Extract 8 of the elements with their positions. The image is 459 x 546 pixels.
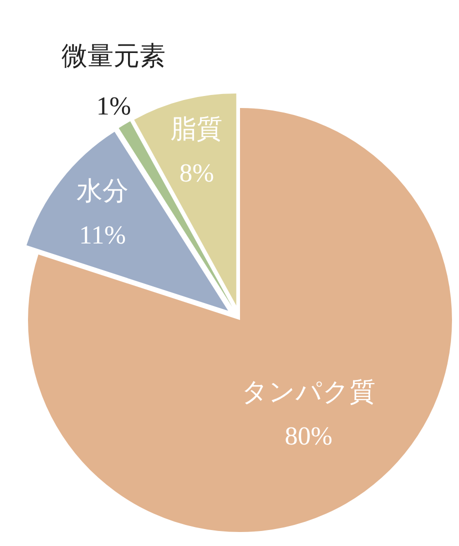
slice-label: タンパク質 [242,377,376,406]
data-label: 8% [179,158,214,188]
data-label: 80% [284,421,332,450]
data-label: 11% [79,220,126,250]
data-label: 1% [96,91,131,120]
slice-label: 微量元素 [62,41,166,70]
slice-label: 脂質 [170,114,223,144]
slice-label: 水分 [76,176,129,206]
